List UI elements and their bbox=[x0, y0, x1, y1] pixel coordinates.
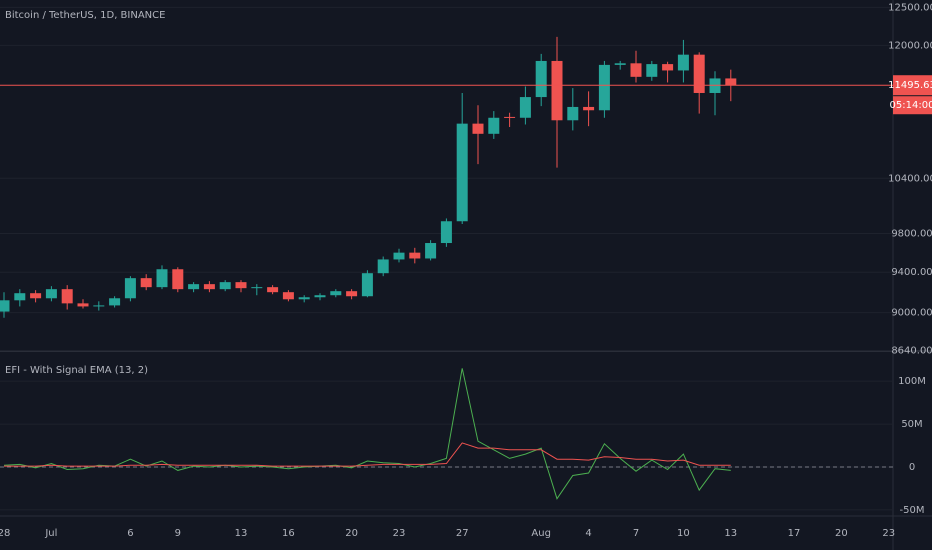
candle-body bbox=[172, 269, 184, 290]
candle-body bbox=[662, 64, 674, 71]
candle-body bbox=[93, 305, 105, 307]
candle-body bbox=[519, 97, 531, 118]
candle-body bbox=[267, 287, 279, 293]
candle-body bbox=[535, 60, 547, 98]
candle-body bbox=[693, 54, 705, 93]
candle-body bbox=[109, 298, 121, 306]
x-tick-label: 6 bbox=[127, 528, 133, 539]
x-tick-label: 13 bbox=[235, 528, 248, 539]
y-tick-label: 0 bbox=[909, 462, 915, 473]
candle-body bbox=[14, 293, 26, 301]
x-tick-label: 13 bbox=[724, 528, 737, 539]
x-tick-label: 20 bbox=[345, 528, 358, 539]
candle-body bbox=[45, 289, 57, 299]
candle-body bbox=[314, 295, 326, 298]
candle-body bbox=[551, 60, 563, 121]
y-tick-label: 10400.00 bbox=[888, 173, 932, 184]
indicator-legend: EFI - With Signal EMA (13, 2) bbox=[5, 365, 148, 376]
candle-body bbox=[598, 64, 610, 111]
last-price-label: 11495.63 bbox=[888, 80, 932, 91]
candle-body bbox=[298, 297, 310, 300]
y-tick-label: 12500.00 bbox=[888, 2, 932, 13]
indicator-line bbox=[4, 442, 731, 467]
candle-body bbox=[472, 123, 484, 134]
x-tick-label: 28 bbox=[0, 528, 10, 539]
candle-body bbox=[0, 300, 10, 312]
candle-body bbox=[61, 289, 73, 304]
candle-body bbox=[504, 116, 516, 118]
last-price-box bbox=[893, 75, 932, 96]
candle-body bbox=[677, 54, 689, 71]
x-tick-label: 23 bbox=[393, 528, 406, 539]
candle-body bbox=[156, 269, 168, 288]
countdown-label: 05:14:00 bbox=[890, 100, 932, 111]
y-tick-label: -50M bbox=[900, 505, 925, 516]
candle-body bbox=[393, 252, 405, 260]
y-tick-label: 9800.00 bbox=[891, 228, 932, 239]
candle-body bbox=[440, 221, 452, 244]
x-tick-label: 23 bbox=[882, 528, 895, 539]
candle-body bbox=[251, 287, 263, 289]
candle-body bbox=[614, 63, 626, 65]
countdown-box bbox=[893, 96, 932, 115]
candle-body bbox=[188, 284, 200, 290]
y-tick-label: 9000.00 bbox=[891, 308, 932, 319]
candle-body bbox=[124, 278, 136, 299]
candle-body bbox=[346, 291, 358, 297]
x-tick-label: 20 bbox=[835, 528, 848, 539]
y-tick-label: 50M bbox=[901, 419, 922, 430]
candle-body bbox=[646, 64, 658, 77]
candle-body bbox=[425, 243, 437, 259]
main-legend: Bitcoin / TetherUS, 1D, BINANCE bbox=[5, 10, 165, 21]
candle-body bbox=[282, 292, 294, 300]
x-tick-label: 9 bbox=[175, 528, 181, 539]
x-tick-label: 27 bbox=[456, 528, 469, 539]
x-tick-label: 16 bbox=[282, 528, 295, 539]
x-tick-label: 4 bbox=[585, 528, 591, 539]
y-tick-label: 8640.00 bbox=[891, 346, 932, 357]
candle-body bbox=[488, 117, 500, 134]
x-tick-label: 17 bbox=[788, 528, 801, 539]
x-tick-label: 7 bbox=[633, 528, 639, 539]
candle-body bbox=[583, 106, 595, 111]
candle-body bbox=[30, 293, 42, 299]
y-tick-label: 9400.00 bbox=[891, 267, 932, 278]
candle-body bbox=[219, 282, 231, 290]
candle-body bbox=[567, 106, 579, 121]
x-tick-label: 10 bbox=[677, 528, 690, 539]
candle-body bbox=[330, 291, 342, 296]
y-tick-label: 100M bbox=[898, 376, 926, 387]
candle-body bbox=[409, 252, 421, 259]
x-tick-label: Jul bbox=[44, 528, 57, 539]
candle-body bbox=[361, 273, 373, 297]
candle-body bbox=[630, 63, 642, 77]
candle-body bbox=[235, 282, 247, 289]
candle-body bbox=[456, 123, 468, 222]
y-tick-label: 12000.00 bbox=[888, 40, 932, 51]
candle-body bbox=[203, 284, 215, 290]
x-tick-label: Aug bbox=[531, 528, 551, 539]
candle-body bbox=[77, 303, 89, 307]
candle-body bbox=[140, 278, 152, 288]
indicator-line bbox=[3, 368, 731, 500]
candle-body bbox=[377, 259, 389, 274]
candle-body bbox=[725, 78, 737, 86]
